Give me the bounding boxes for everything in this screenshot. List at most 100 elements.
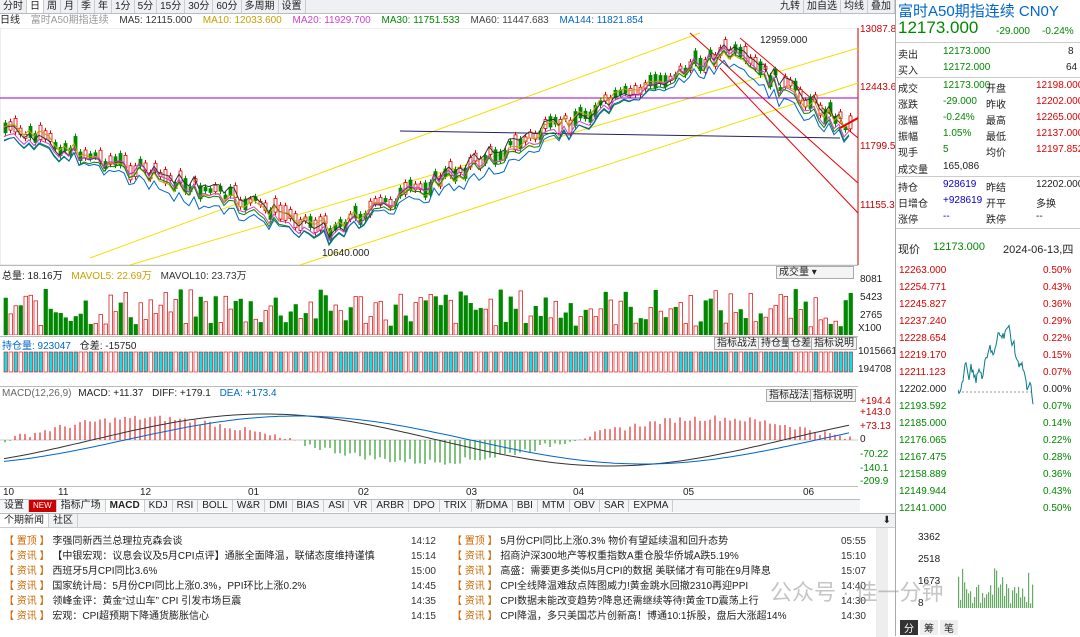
volume-bar [398,293,403,335]
volume-bar [443,294,448,335]
oi-bar [233,351,238,373]
news-item[interactable]: 【 资讯 】 国家统计局：5月份CPI同比上涨0.3%，PPI环比上涨0.2% 1… [4,579,442,594]
news-item[interactable]: 【 资讯 】 CPI数据未能改变趋势?降息还需继续等待!黄金TD震荡上行 14:3… [452,594,872,609]
tab-30min[interactable]: 30分 [185,0,214,13]
volume-bar [753,321,758,335]
indicator-tab-rsi[interactable]: RSI [173,500,199,512]
oi-button[interactable]: 持仓量 [758,337,794,350]
intraday-volume-label: 1673 [918,576,941,587]
indicator-tab-settings[interactable]: 设置 [0,500,29,512]
month-label: 11 [58,487,69,498]
news-scrollbar[interactable] [876,528,888,637]
indicator-tab-boll[interactable]: BOLL [198,500,233,512]
indicator-tab-trix[interactable]: TRIX [440,500,472,512]
tab-community[interactable]: 社区 [49,514,78,527]
indicator-help-button[interactable]: 指标说明 [811,337,857,350]
indicator-tab-wr[interactable]: W&R [233,500,266,512]
macd-strategy-button[interactable]: 指标战法 [766,389,812,402]
diff-line [3,413,850,467]
news-item[interactable]: 【 置顶 】 李强同新西兰总理拉克森会谈 14:12 [4,534,442,549]
news-time: 14:30 [840,596,866,607]
oi-bars-group [3,351,853,373]
oi-bar [418,351,423,373]
tab-settings[interactable]: 设置 [279,0,306,13]
volume-bar [653,289,658,335]
oi-bar [813,351,818,373]
indicator-tabs: 设置 NEW 指标广场 MACD KDJ RSI BOLL W&R DMI BI… [0,499,860,512]
news-item[interactable]: 【 资讯 】 招商沪深300地产等权重指数A重仓股华侨城A跌5.19% 15:10 [452,549,872,564]
intraday-volume-bar [1020,597,1022,608]
tab-1min[interactable]: 1分 [112,0,135,13]
news-item[interactable]: 【 资讯 】 高盛：需要更多类似5月CPI的数据 美联储才有可能在9月降息 15:… [452,564,872,579]
volume-bar [138,302,143,335]
news-tag: 【 资讯 】 [452,581,498,592]
tab-multi-period[interactable]: 多周期 [242,0,279,13]
oi-bar [108,351,113,373]
news-title: CPI全线降温难敌点阵图威力!黄金跳水回撤2310再迎PPI [500,581,749,592]
news-item[interactable]: 【 资讯 】 领峰金评：黄金“过山车” CPI 引发市场巨震 14:35 [4,594,442,609]
tab-chou[interactable]: 筹 [920,620,938,635]
news-item[interactable]: 【 资讯 】 宏观：CPI超预期下降通货膨胀信心 14:15 [4,609,442,624]
indicator-tab-bbi[interactable]: BBI [513,500,538,512]
tab-60min[interactable]: 60分 [213,0,242,13]
indicator-tab-obv[interactable]: OBV [570,500,600,512]
candlestick-chart[interactable]: 12959.000 10640.000 [0,28,895,265]
indicator-strategy-button[interactable]: 指标战法 [714,337,760,350]
news-item[interactable]: 【 置顶 】 5月份CPI同比上涨0.3% 物价有望延续温和回升态势 05:55 [452,534,872,549]
indicator-tab-dpo[interactable]: DPO [409,500,440,512]
volume-label: 成交量 [898,165,928,176]
tab-year[interactable]: 年 [95,0,112,13]
tab-week[interactable]: 周 [44,0,61,13]
intraday-volume-bar [966,589,968,608]
indicator-tab-square[interactable]: 指标广场 [57,500,106,512]
news-item[interactable]: 【 资讯 】 CPI降温，多只美国芯片创新高！博通10:1拆股，盘后大涨超14%… [452,609,872,624]
indicator-tab-arbr[interactable]: ARBR [372,500,410,512]
quote-price: 12173.000 [898,18,979,37]
indicator-tab-bias[interactable]: BIAS [293,500,325,512]
ma-line [3,46,850,242]
tab-month[interactable]: 月 [61,0,78,13]
indicator-tab-macd[interactable]: MACD [105,500,145,512]
collapse-icon[interactable]: ⬇ [882,515,891,526]
ma-button[interactable]: 均线 [841,0,868,13]
news-item[interactable]: 【 资讯 】 【中银宏观：议息会议及5月CPI点评】通胀全面降温，联储态度维持谨… [4,549,442,564]
overlay-button[interactable]: 叠加 [868,0,895,13]
oi-bar [403,351,408,373]
tab-bi[interactable]: 笔 [940,620,958,635]
nine-turn-button[interactable]: 九转 [777,0,804,13]
oi-bar [468,351,473,373]
oi-total: 持仓量: 923047 [2,341,71,352]
intraday-chart[interactable] [958,268,1034,618]
oi-bar [763,351,768,373]
tab-futures-news[interactable]: 个期新闻 [0,514,49,527]
news-time: 15:00 [410,566,436,577]
indicator-tab-kdj[interactable]: KDJ [145,500,173,512]
oi-label: 开平 [986,199,1006,210]
tab-fen[interactable]: 分 [900,620,918,635]
tab-quarter[interactable]: 季 [78,0,95,13]
news-item[interactable]: 【 资讯 】 CPI全线降温难敌点阵图威力!黄金跳水回撤2310再迎PPI 14:… [452,579,872,594]
indicator-tab-vr[interactable]: VR [349,500,373,512]
add-watchlist-button[interactable]: 加自选 [804,0,841,13]
quote-label: 成交 [898,84,918,95]
intraday-volume-bar [1032,584,1034,608]
tab-intraday[interactable]: 分时 [0,0,27,13]
tab-5min[interactable]: 5分 [135,0,158,13]
indicator-tab-newdma[interactable]: 新DMA [472,500,513,512]
indicator-select[interactable]: 成交量 ▾ [776,266,854,279]
indicator-tab-asi[interactable]: ASI [324,500,350,512]
volume-bar [638,318,643,335]
volume-bar [33,300,38,335]
tab-day[interactable]: 日 [27,0,44,13]
volume-bar [128,317,133,335]
macd-help-button[interactable]: 指标说明 [810,389,856,402]
oi-bar [408,351,413,373]
tab-15min[interactable]: 15分 [157,0,186,13]
indicator-tab-expma[interactable]: EXPMA [629,500,674,512]
indicator-tab-sar[interactable]: SAR [600,500,630,512]
indicator-tab-mtm[interactable]: MTM [538,500,570,512]
indicator-tab-dmi[interactable]: DMI [265,500,293,512]
news-item[interactable]: 【 资讯 】 西班牙5月CPI同比3.6% 15:00 [4,564,442,579]
volume-bar [298,318,303,335]
quote-date: 2024-06-13,四 [1003,244,1074,256]
